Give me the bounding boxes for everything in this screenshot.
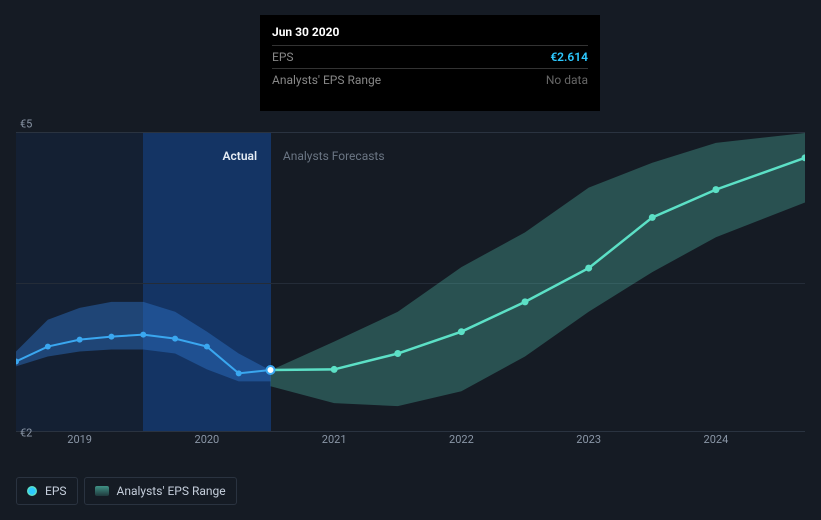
data-point [649, 214, 656, 221]
data-point [522, 298, 529, 305]
data-point [585, 265, 592, 272]
x-tick-label: 2024 [704, 433, 729, 446]
x-axis: 2019 2020 2021 2022 2023 2024 [16, 433, 805, 453]
data-point [77, 337, 83, 343]
legend-item-range[interactable]: Analysts' EPS Range [84, 477, 237, 505]
tooltip-label: EPS [272, 50, 294, 64]
data-point [236, 370, 242, 376]
legend-item-eps[interactable]: EPS [16, 477, 78, 505]
data-point [204, 344, 210, 350]
legend: EPS Analysts' EPS Range [16, 477, 237, 505]
region-label-actual: Actual [223, 149, 258, 163]
actual-range-band [16, 302, 271, 381]
tooltip-row: Analysts' EPS Range No data [272, 69, 588, 91]
x-tick-label: 2020 [195, 433, 220, 446]
data-point [394, 350, 401, 357]
eps-chart[interactable]: Actual Analysts Forecasts €5€2 201920202… [16, 120, 805, 440]
legend-label: Analysts' EPS Range [117, 484, 226, 498]
data-point [458, 328, 465, 335]
legend-swatch-range [95, 486, 109, 496]
y-tick-label: €5 [20, 117, 32, 130]
x-tick-label: 2023 [576, 433, 601, 446]
data-point [45, 344, 51, 350]
tooltip: Jun 30 2020 EPS €2.614 Analysts' EPS Ran… [260, 15, 600, 111]
chart-svg [16, 133, 805, 431]
tooltip-value: No data [546, 73, 588, 87]
highlight-point [267, 366, 275, 374]
data-point [172, 336, 178, 342]
tooltip-row: EPS €2.614 [272, 46, 588, 69]
data-point [140, 332, 146, 338]
plot-area[interactable]: Actual Analysts Forecasts €5€2 201920202… [16, 132, 805, 432]
tooltip-label: Analysts' EPS Range [272, 73, 381, 87]
legend-label: EPS [45, 484, 67, 498]
region-label-forecast: Analysts Forecasts [283, 149, 385, 163]
x-tick-label: 2019 [67, 433, 92, 446]
data-point [331, 366, 338, 373]
legend-swatch-eps [27, 486, 37, 496]
x-tick-label: 2022 [449, 433, 474, 446]
data-point [108, 334, 114, 340]
x-tick-label: 2021 [322, 433, 347, 446]
tooltip-date: Jun 30 2020 [272, 25, 588, 46]
data-point [712, 186, 719, 193]
tooltip-value: €2.614 [550, 50, 588, 64]
